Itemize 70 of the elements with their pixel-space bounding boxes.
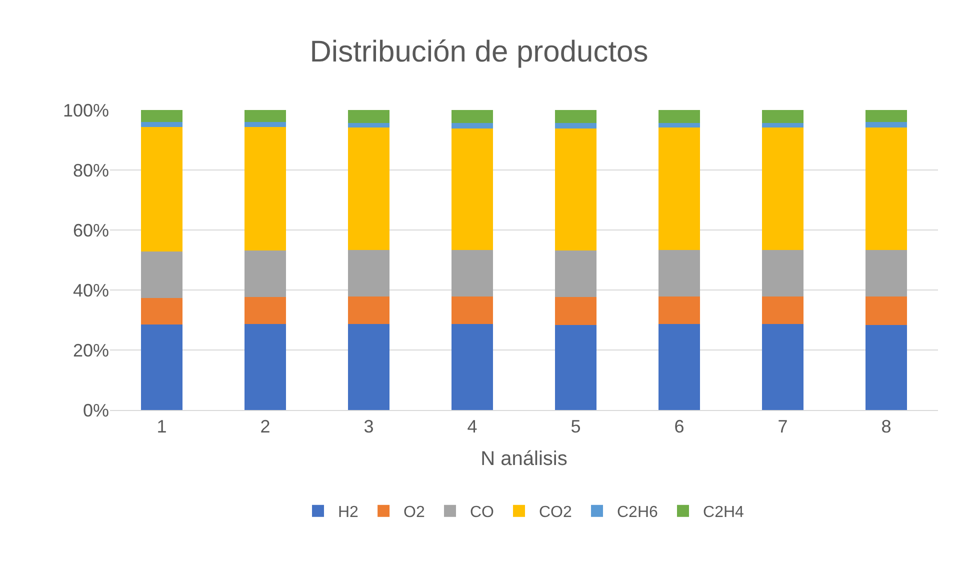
legend-label: C2H4 xyxy=(703,504,744,522)
x-tick-label: 7 xyxy=(778,416,788,437)
bar xyxy=(658,128,700,250)
x-tick-label: 5 xyxy=(570,416,581,437)
bar xyxy=(348,122,390,128)
bar xyxy=(348,296,390,324)
bar xyxy=(244,110,286,122)
bar xyxy=(555,324,596,410)
x-tick-label: 8 xyxy=(881,416,892,437)
x-tick-label: 4 xyxy=(467,416,478,437)
bar xyxy=(762,128,804,250)
legend-label: CO2 xyxy=(539,504,572,522)
bar xyxy=(555,123,596,129)
bar xyxy=(244,324,286,410)
bar xyxy=(762,110,804,123)
bar xyxy=(348,110,390,123)
legend-label: C2H6 xyxy=(617,504,658,522)
y-tick-label: 0% xyxy=(82,400,109,420)
bar xyxy=(452,123,493,128)
bar xyxy=(658,122,700,128)
y-tick-label: 100% xyxy=(62,100,109,120)
x-tick-label: 6 xyxy=(674,416,684,437)
bar xyxy=(141,122,182,127)
bar xyxy=(555,128,596,251)
bar xyxy=(762,296,804,324)
legend-label: O2 xyxy=(404,504,425,522)
bar xyxy=(658,250,700,297)
bar xyxy=(452,296,493,324)
bar xyxy=(141,110,182,122)
bar xyxy=(866,122,907,128)
legend-label: H2 xyxy=(338,504,359,522)
bar xyxy=(555,250,596,297)
bar xyxy=(555,296,596,325)
bar xyxy=(762,250,804,297)
bar xyxy=(141,251,182,298)
y-tick-label: 60% xyxy=(72,220,109,240)
y-tick-label: 40% xyxy=(72,280,109,300)
bar xyxy=(244,297,286,324)
bar xyxy=(762,324,804,410)
bar xyxy=(141,126,182,252)
x-axis-title: N análisis xyxy=(480,448,568,470)
chart-title: Distribución de productos xyxy=(310,36,648,69)
bar xyxy=(141,324,182,410)
x-tick-label: 2 xyxy=(260,416,270,437)
y-tick-label: 20% xyxy=(72,340,109,360)
x-tick-label: 3 xyxy=(364,416,374,437)
bar xyxy=(348,250,390,297)
bar xyxy=(555,110,596,124)
bar xyxy=(866,110,907,122)
bar xyxy=(452,128,493,250)
bar xyxy=(244,127,286,251)
bar xyxy=(866,324,907,410)
bar xyxy=(658,324,700,410)
bar xyxy=(348,324,390,410)
bar xyxy=(452,324,493,410)
bar xyxy=(762,122,804,128)
bar xyxy=(244,250,286,298)
x-tick-label: 1 xyxy=(156,416,167,437)
bar xyxy=(452,110,493,124)
bar xyxy=(141,298,182,324)
bar xyxy=(866,250,907,297)
bar xyxy=(658,296,700,324)
bar xyxy=(244,122,286,128)
legend-label: CO xyxy=(470,504,494,522)
y-tick-label: 80% xyxy=(72,160,109,180)
bar xyxy=(658,110,700,123)
bar xyxy=(866,296,907,325)
bar xyxy=(866,127,907,250)
bar xyxy=(348,128,390,250)
bar xyxy=(452,250,493,297)
